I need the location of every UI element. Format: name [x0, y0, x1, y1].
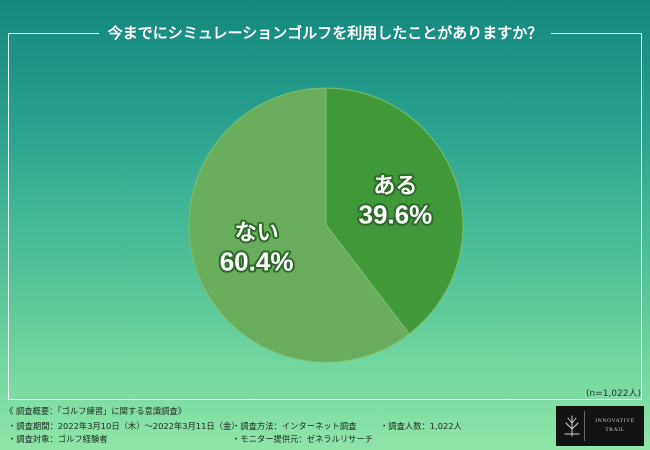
survey-overview-heading: 《 調査概要：「ゴルフ練習」に関する意識調査》 — [5, 406, 187, 416]
pie-slice-2-value-label: 60.4% — [220, 247, 294, 277]
logo-text-line-1: INNOVATIVE — [595, 418, 635, 424]
pie-slice-2 — [188, 87, 410, 363]
tree-icon — [564, 415, 580, 437]
survey-method: ・調査方法：インターネット調査 — [232, 421, 357, 431]
pie-slice-2-label: ない — [235, 221, 279, 246]
logo-divider — [584, 411, 585, 441]
survey-respondents: ・調査人数：1,022人 — [380, 421, 462, 431]
chart-title: 今までにシミュレーションゴルフを利用したことがありますか？ — [107, 24, 543, 42]
survey-panel-provider: ・モニター提供元：ゼネラルリサーチ — [232, 434, 374, 444]
pie-slice-1 — [325, 87, 464, 335]
pie-slice-1-label: ある — [373, 174, 417, 199]
survey-target: ・調査対象：ゴルフ経験者 — [8, 434, 108, 444]
logo-text-line-2: TRAIL — [605, 427, 625, 433]
chart-frame: 今までにシミュレーションゴルフを利用したことがありますか？ — [8, 24, 642, 400]
pie-slice-1-value-label: 39.6% — [359, 200, 433, 230]
survey-period: ・調査期間：2022年3月10日（木）～2022年3月11日（金） — [8, 421, 240, 431]
sample-size-note: (n=1,022人) — [585, 389, 641, 399]
innovative-trail-logo: INNOVATIVE TRAIL — [556, 406, 644, 446]
logo-wordmark: INNOVATIVE TRAIL — [587, 417, 643, 435]
